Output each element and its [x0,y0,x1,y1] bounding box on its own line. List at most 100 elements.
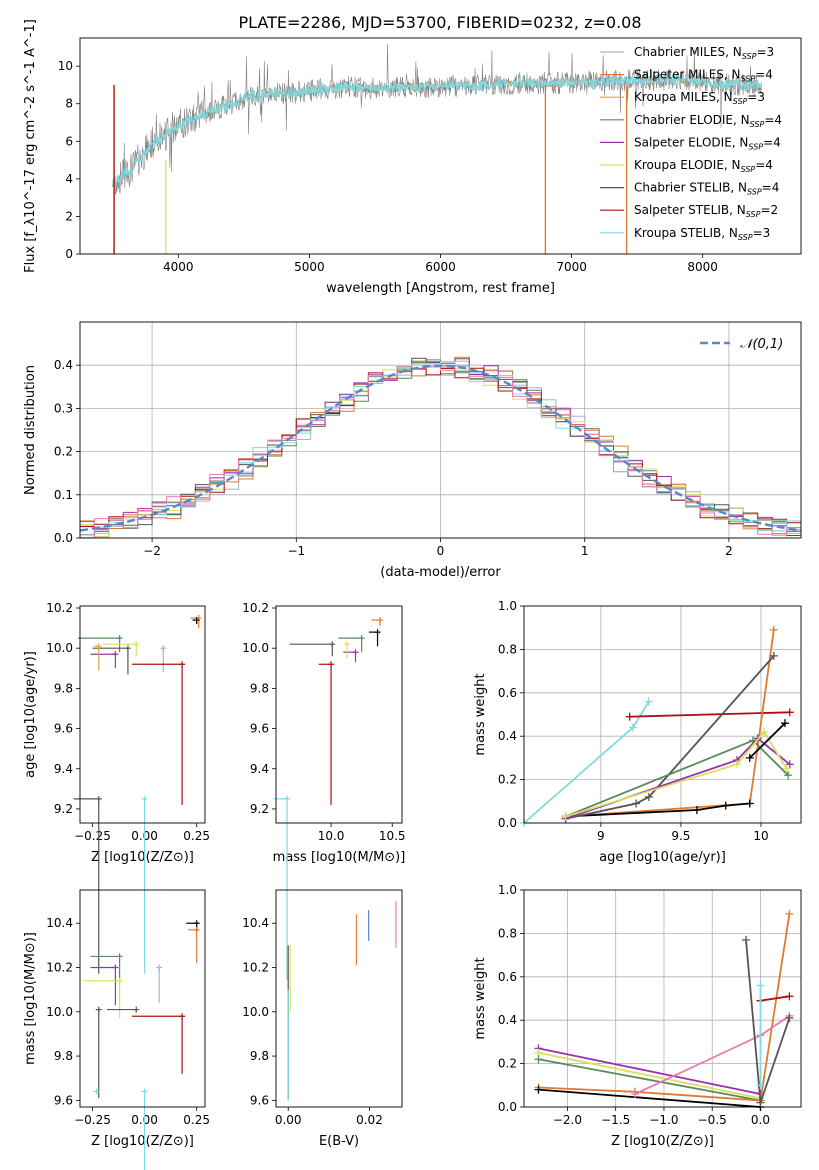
legend-suffix: =3 [756,45,774,59]
weight-Z-point-marker [756,1081,765,1090]
residuals-ytick-label: 0.3 [54,401,73,415]
spectrum-ytick-label: 10 [58,59,73,73]
weight-age-point-marker [692,805,701,814]
mass-ebv-xtick-label: 0.02 [356,1113,383,1127]
legend-sub: SSP [742,52,757,61]
age-Z-xlabel: Z [log10(Z/Z⊙)] [91,850,194,865]
age-Z-axes: −0.25 0.00 0.259.29.49.69.810.010.2Z [log1… [23,601,210,974]
weight-age-point-marker [745,799,754,808]
age-mass-ytick-label: 10.0 [242,641,269,655]
legend-label: Chabrier STELIB, N [634,181,747,195]
age-Z-ytick-label: 9.6 [54,722,73,736]
legend-sub: SSP [747,188,762,197]
age-mass-ytick-label: 10.2 [242,601,269,615]
mass-Z-point-marker [95,1006,102,1013]
weight-age-point-marker [721,801,730,810]
legend-suffix: =3 [747,90,765,104]
spectrum-ytick-label: 6 [65,134,73,148]
legend-sub: SSP [748,142,763,151]
legend-entry: Salpeter ELODIE, NSSP=4 [634,135,781,151]
spectrum-frame [79,37,802,255]
weight-age-xtick-label: 9 [597,829,605,843]
spectrum-axes: 4000 5000 6000 7000 8000 0 2 4 6 8 10 wavelength [A… [23,19,802,296]
mass-Z-point-marker [93,1088,100,1095]
weight-age-ytick-label: 0.2 [498,773,517,787]
age-mass-axes: 10.0 10.5 9.2 9.4 9.6 9.8 10.0 10.2 mass [log10(… [242,601,406,980]
mass-Z-point-marker [133,1006,140,1013]
age-Z-point-marker [179,661,186,668]
legend-suffix: =4 [755,158,773,172]
age-mass-point-marker [358,635,365,642]
spectrum-xtick-label: 5000 [294,260,325,274]
weight-age-series-line [565,802,750,818]
weight-Z-xtick-label: −1.0 [649,1113,678,1127]
weight-Z-xtick-label: 0.0 [751,1113,770,1127]
residuals-xlabel: (data-model)/error [380,565,501,580]
weight-Z-point-marker [785,1014,794,1023]
legend-label: Kroupa MILES, N [634,90,733,104]
weight-Z-ytick-label: 0.8 [498,926,517,940]
weight-age-point-marker [760,727,769,736]
weight-age-point-marker [782,764,791,773]
spectrum-ytick-label: 2 [65,209,73,223]
legend-sub: SSP [733,97,748,106]
legend-suffix: =4 [762,181,780,195]
legend-sub: SSP [741,75,756,84]
age-Z-frame [79,605,206,824]
spectrum-xtick-label: 4000 [163,260,194,274]
weight-age-xtick-label: 9.5 [671,829,690,843]
legend-entry: Salpeter STELIB, NSSP=2 [634,203,778,219]
weight-age-series-line [565,730,788,818]
mass-Z-frame [79,889,206,1108]
legend-sub: SSP [746,210,761,219]
weight-Z-point-marker [534,1055,543,1064]
weight-Z-point-marker [630,1089,639,1098]
residuals-xtick-label: 2 [725,544,733,558]
mass-Z-point-marker [141,1088,148,1095]
figure-title: PLATE=2286, MJD=53700, FIBERID=0232, z=0… [238,13,641,32]
age-Z-ytick-label: 9.4 [54,762,73,776]
age-Z-point-marker [95,795,102,802]
age-Z-point-marker [133,641,140,648]
weight-Z-point-marker [741,935,750,944]
age-mass-point-marker [352,649,359,656]
mass-ebv-ytick-label: 9.8 [250,1049,269,1063]
mass-ebv-ytick-label: 10.2 [242,961,269,975]
age-mass-frame [275,605,403,824]
age-Z-ytick-label: 9.2 [54,802,73,816]
mass-ebv-ytick-label: 10.0 [242,1005,269,1019]
spectrum-ytick-label: 4 [65,172,73,186]
residuals-xtick-label: −2 [143,544,161,558]
age-Z-point-marker [112,651,119,658]
age-mass-xtick-label: 10.5 [379,829,406,843]
weight-Z-axes: −2.0 −1.5 −1.0 −0.5 0.0 0.0 0.2 0.4 0.6 0.8 1.0 Z [… [473,883,802,1149]
mass-Z-xtick-label: 0.25 [183,1113,210,1127]
age-Z-xtick-label: −0.25 [74,829,111,843]
weight-age-point-marker [769,625,778,634]
weight-Z-xtick-label: −1.5 [601,1113,630,1127]
weight-age-point-marker [745,753,754,762]
mass-Z-ylabel: mass [log10(M/M⊙)] [23,932,38,1065]
legend-entry: Kroupa STELIB, NSSP=3 [634,226,770,242]
residuals-hists [80,356,801,538]
mass-Z-point-marker [193,926,200,933]
age-Z-ytick-label: 10.0 [46,641,73,655]
spectrum-model-line [112,72,762,187]
mass-ebv-xlabel: E(B-V) [319,1134,359,1149]
weight-Z-point-marker [756,1098,765,1107]
legend-suffix: =4 [763,135,781,149]
residuals-ytick-label: 0.0 [54,531,73,545]
weight-age-series-line [749,722,786,759]
age-Z-ytick-label: 9.8 [54,681,73,695]
mass-ebv-axes: 0.00 0.02 9.6 9.8 10.0 10.2 10.4 E(B-V) [242,889,403,1149]
age-Z-point-marker [124,645,131,652]
age-Z-ylabel: age [log10(age/yr)] [23,651,38,778]
weight-age-point-marker [780,719,789,728]
age-Z-point-marker [95,643,102,650]
weight-Z-point-marker [785,992,794,1001]
legend-entry: Chabrier STELIB, NSSP=4 [634,181,779,197]
weight-age-frame [523,605,802,824]
legend-entry: Kroupa MILES, NSSP=3 [634,90,765,106]
